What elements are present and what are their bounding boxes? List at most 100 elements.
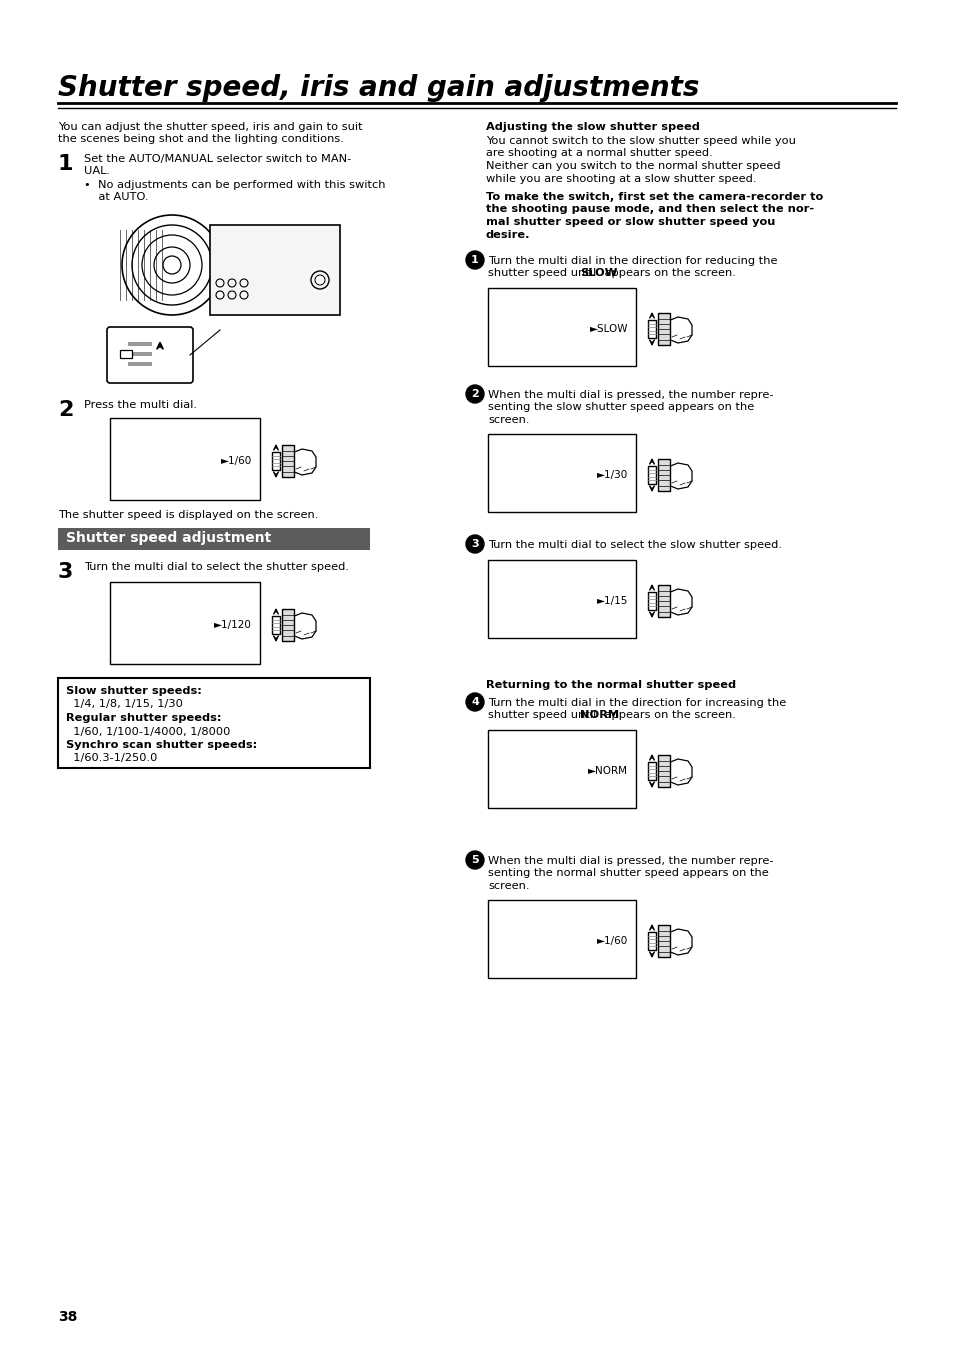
Text: •  No adjustments can be performed with this switch: • No adjustments can be performed with t… <box>84 181 385 190</box>
Bar <box>282 609 294 642</box>
Circle shape <box>465 386 483 403</box>
Text: 1: 1 <box>471 255 478 266</box>
Bar <box>128 352 152 356</box>
Text: 3: 3 <box>471 539 478 549</box>
Circle shape <box>465 693 483 710</box>
Text: 1: 1 <box>58 154 73 174</box>
Text: To make the switch, first set the camera-recorder to: To make the switch, first set the camera… <box>485 191 822 202</box>
Text: Turn the multi dial to select the shutter speed.: Turn the multi dial to select the shutte… <box>84 562 349 572</box>
Bar <box>647 762 656 780</box>
Text: UAL.: UAL. <box>84 166 110 177</box>
Text: You cannot switch to the slow shutter speed while you: You cannot switch to the slow shutter sp… <box>485 136 795 146</box>
Bar <box>658 460 669 491</box>
Bar <box>647 319 656 338</box>
Text: Synchro scan shutter speeds:: Synchro scan shutter speeds: <box>66 740 257 749</box>
Bar <box>282 445 294 477</box>
Polygon shape <box>659 589 691 615</box>
Text: senting the slow shutter speed appears on the: senting the slow shutter speed appears o… <box>488 403 754 412</box>
Text: shutter speed until: shutter speed until <box>488 710 599 720</box>
Bar <box>658 585 669 617</box>
Text: senting the normal shutter speed appears on the: senting the normal shutter speed appears… <box>488 868 768 879</box>
Text: Set the AUTO/MANUAL selector switch to MAN-: Set the AUTO/MANUAL selector switch to M… <box>84 154 351 164</box>
Text: desire.: desire. <box>485 229 530 240</box>
FancyBboxPatch shape <box>488 434 636 512</box>
Circle shape <box>465 535 483 553</box>
Text: ►1/15: ►1/15 <box>596 596 627 607</box>
Text: Press the multi dial.: Press the multi dial. <box>84 400 196 410</box>
Polygon shape <box>284 449 315 474</box>
Text: Turn the multi dial to select the slow shutter speed.: Turn the multi dial to select the slow s… <box>488 541 781 550</box>
Bar <box>658 925 669 957</box>
FancyBboxPatch shape <box>110 418 260 500</box>
FancyBboxPatch shape <box>58 678 370 768</box>
Bar <box>128 342 152 346</box>
Polygon shape <box>659 317 691 342</box>
Text: When the multi dial is pressed, the number repre-: When the multi dial is pressed, the numb… <box>488 390 773 400</box>
Bar <box>128 363 152 367</box>
Bar <box>58 528 370 550</box>
Bar <box>658 755 669 787</box>
Text: ►NORM: ►NORM <box>587 766 627 776</box>
Text: 2: 2 <box>471 390 478 399</box>
Bar <box>658 313 669 345</box>
Text: 4: 4 <box>471 697 478 706</box>
Text: 1/4, 1/8, 1/15, 1/30: 1/4, 1/8, 1/15, 1/30 <box>66 700 183 709</box>
Text: screen.: screen. <box>488 415 529 425</box>
Polygon shape <box>284 613 315 639</box>
Bar <box>272 616 280 634</box>
Text: SLOW: SLOW <box>579 268 617 279</box>
Bar <box>120 350 132 359</box>
FancyBboxPatch shape <box>107 328 193 383</box>
Bar <box>647 466 656 484</box>
Text: Turn the multi dial in the direction for increasing the: Turn the multi dial in the direction for… <box>488 698 785 708</box>
Text: 1/60.3-1/250.0: 1/60.3-1/250.0 <box>66 754 157 763</box>
FancyBboxPatch shape <box>488 900 636 979</box>
FancyBboxPatch shape <box>488 288 636 367</box>
Text: the shooting pause mode, and then select the nor-: the shooting pause mode, and then select… <box>485 205 813 214</box>
Text: When the multi dial is pressed, the number repre-: When the multi dial is pressed, the numb… <box>488 856 773 865</box>
Text: Adjusting the slow shutter speed: Adjusting the slow shutter speed <box>485 123 700 132</box>
Bar <box>647 592 656 611</box>
Text: Returning to the normal shutter speed: Returning to the normal shutter speed <box>485 679 736 690</box>
Bar <box>647 931 656 950</box>
Text: appears on the screen.: appears on the screen. <box>600 710 735 720</box>
Text: appears on the screen.: appears on the screen. <box>600 268 735 279</box>
Text: Regular shutter speeds:: Regular shutter speeds: <box>66 713 221 723</box>
Bar <box>272 452 280 470</box>
Text: Shutter speed adjustment: Shutter speed adjustment <box>66 531 271 545</box>
FancyBboxPatch shape <box>210 225 339 315</box>
Text: 1/60, 1/100-1/4000, 1/8000: 1/60, 1/100-1/4000, 1/8000 <box>66 727 230 736</box>
Circle shape <box>465 851 483 869</box>
Text: screen.: screen. <box>488 882 529 891</box>
Text: 3: 3 <box>58 562 73 582</box>
Bar <box>95 210 359 365</box>
Polygon shape <box>659 462 691 489</box>
Polygon shape <box>659 929 691 954</box>
Text: ►1/30: ►1/30 <box>597 470 627 480</box>
Text: ►1/120: ►1/120 <box>213 620 252 630</box>
Text: are shooting at a normal shutter speed.: are shooting at a normal shutter speed. <box>485 148 712 159</box>
Text: The shutter speed is displayed on the screen.: The shutter speed is displayed on the sc… <box>58 510 318 520</box>
Text: the scenes being shot and the lighting conditions.: the scenes being shot and the lighting c… <box>58 133 343 144</box>
FancyBboxPatch shape <box>110 582 260 665</box>
Text: while you are shooting at a slow shutter speed.: while you are shooting at a slow shutter… <box>485 174 756 183</box>
Text: ►1/60: ►1/60 <box>597 936 627 946</box>
Text: Shutter speed, iris and gain adjustments: Shutter speed, iris and gain adjustments <box>58 74 699 102</box>
Text: at AUTO.: at AUTO. <box>84 191 149 202</box>
Text: Turn the multi dial in the direction for reducing the: Turn the multi dial in the direction for… <box>488 256 777 266</box>
Text: ►1/60: ►1/60 <box>220 456 252 466</box>
Polygon shape <box>659 759 691 785</box>
Text: 2: 2 <box>58 400 73 421</box>
FancyBboxPatch shape <box>488 731 636 807</box>
Text: Slow shutter speeds:: Slow shutter speeds: <box>66 686 202 696</box>
Text: NORM: NORM <box>579 710 618 720</box>
Text: ►SLOW: ►SLOW <box>589 324 627 334</box>
Text: Neither can you switch to the normal shutter speed: Neither can you switch to the normal shu… <box>485 160 780 171</box>
Text: 5: 5 <box>471 855 478 865</box>
FancyBboxPatch shape <box>488 559 636 638</box>
Text: You can adjust the shutter speed, iris and gain to suit: You can adjust the shutter speed, iris a… <box>58 123 362 132</box>
Text: mal shutter speed or slow shutter speed you: mal shutter speed or slow shutter speed … <box>485 217 775 226</box>
Text: 38: 38 <box>58 1310 77 1324</box>
Text: shutter speed until: shutter speed until <box>488 268 599 279</box>
Circle shape <box>465 251 483 270</box>
